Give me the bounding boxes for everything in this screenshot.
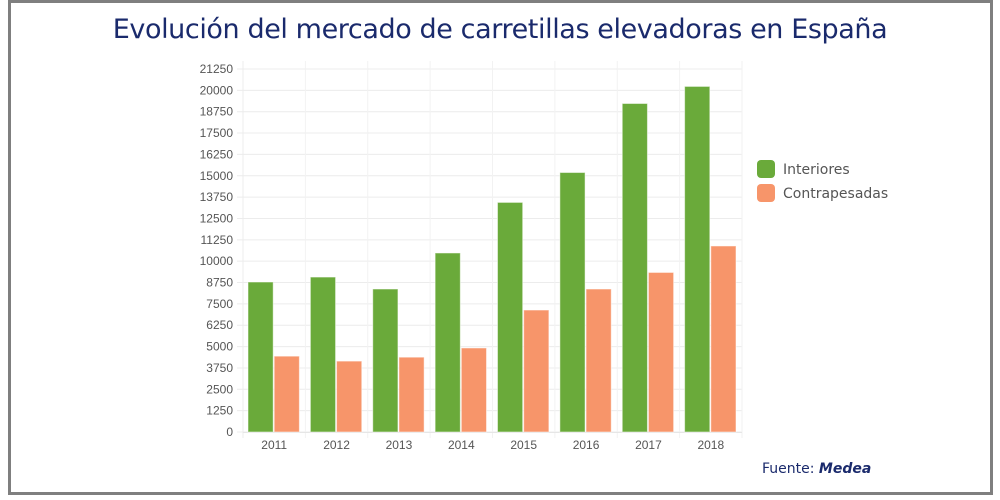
bar-contrapesadas-2017 [647, 271, 675, 433]
y-tick-label: 12500 [200, 211, 234, 225]
y-tick-label: 18750 [200, 105, 234, 119]
y-tick-label: 20000 [200, 83, 234, 97]
x-tick-label: 2016 [573, 438, 600, 452]
y-tick-label: 8750 [206, 276, 233, 290]
x-tick-label: 2013 [386, 438, 413, 452]
bar-interiores-2014 [434, 252, 461, 433]
bars [247, 85, 737, 433]
bar-interiores-2015 [497, 201, 524, 433]
source-note: Fuente: Medea [762, 461, 871, 477]
legend: Interiores Contrapesadas [757, 160, 888, 202]
bar-contrapesadas-2014 [460, 347, 487, 433]
x-axis: 2011 2012 2013 2014 2015 2016 2017 2018 [243, 432, 742, 452]
y-tick-label: 7500 [206, 297, 233, 311]
bar-contrapesadas-2012 [336, 360, 363, 433]
y-axis: 0 1250 2500 3750 5000 6250 7500 8750 10000 11250 1… [200, 61, 244, 439]
y-tick-label: 16250 [200, 147, 234, 161]
y-tick-label: 15000 [200, 169, 234, 183]
bar-interiores-2012 [309, 276, 337, 433]
y-tick-label: 1250 [206, 404, 233, 418]
bar-contrapesadas-2016 [585, 288, 612, 433]
bar-contrapesadas-2011 [273, 355, 300, 433]
source-label: Fuente: [762, 461, 815, 477]
y-tick-label: 0 [226, 425, 233, 439]
bar-interiores-2011 [247, 281, 274, 433]
y-tick-label: 3750 [206, 361, 233, 375]
legend-swatch-interiores [757, 160, 775, 178]
x-tick-label: 2017 [635, 438, 662, 452]
y-tick-label: 21250 [200, 62, 234, 76]
y-tick-label: 6250 [206, 318, 233, 332]
bar-interiores-2018 [684, 85, 711, 433]
x-tick-label: 2015 [510, 438, 537, 452]
legend-label-contrapesadas: Contrapesadas [783, 186, 888, 202]
chart-title: Evolución del mercado de carretillas ele… [112, 14, 888, 45]
y-tick-label: 10000 [200, 254, 234, 268]
bar-interiores-2013 [372, 288, 399, 433]
bar-contrapesadas-2015 [523, 309, 550, 433]
y-tick-label: 11250 [201, 233, 234, 247]
y-tick-label: 17500 [200, 126, 234, 140]
legend-label-interiores: Interiores [783, 162, 850, 178]
bar-contrapesadas-2013 [398, 356, 425, 433]
x-tick-label: 2014 [448, 438, 475, 452]
x-tick-label: 2012 [323, 438, 350, 452]
x-tick-label: 2011 [261, 438, 287, 452]
source-name: Medea [818, 461, 872, 477]
legend-swatch-contrapesadas [757, 184, 775, 202]
bar-interiores-2016 [559, 172, 586, 433]
y-tick-label: 2500 [206, 382, 233, 396]
x-tick-label: 2018 [697, 438, 724, 452]
bar-contrapesadas-2018 [710, 245, 737, 433]
bar-interiores-2017 [621, 103, 648, 433]
y-tick-label: 5000 [206, 340, 233, 354]
y-tick-label: 13750 [200, 190, 234, 204]
